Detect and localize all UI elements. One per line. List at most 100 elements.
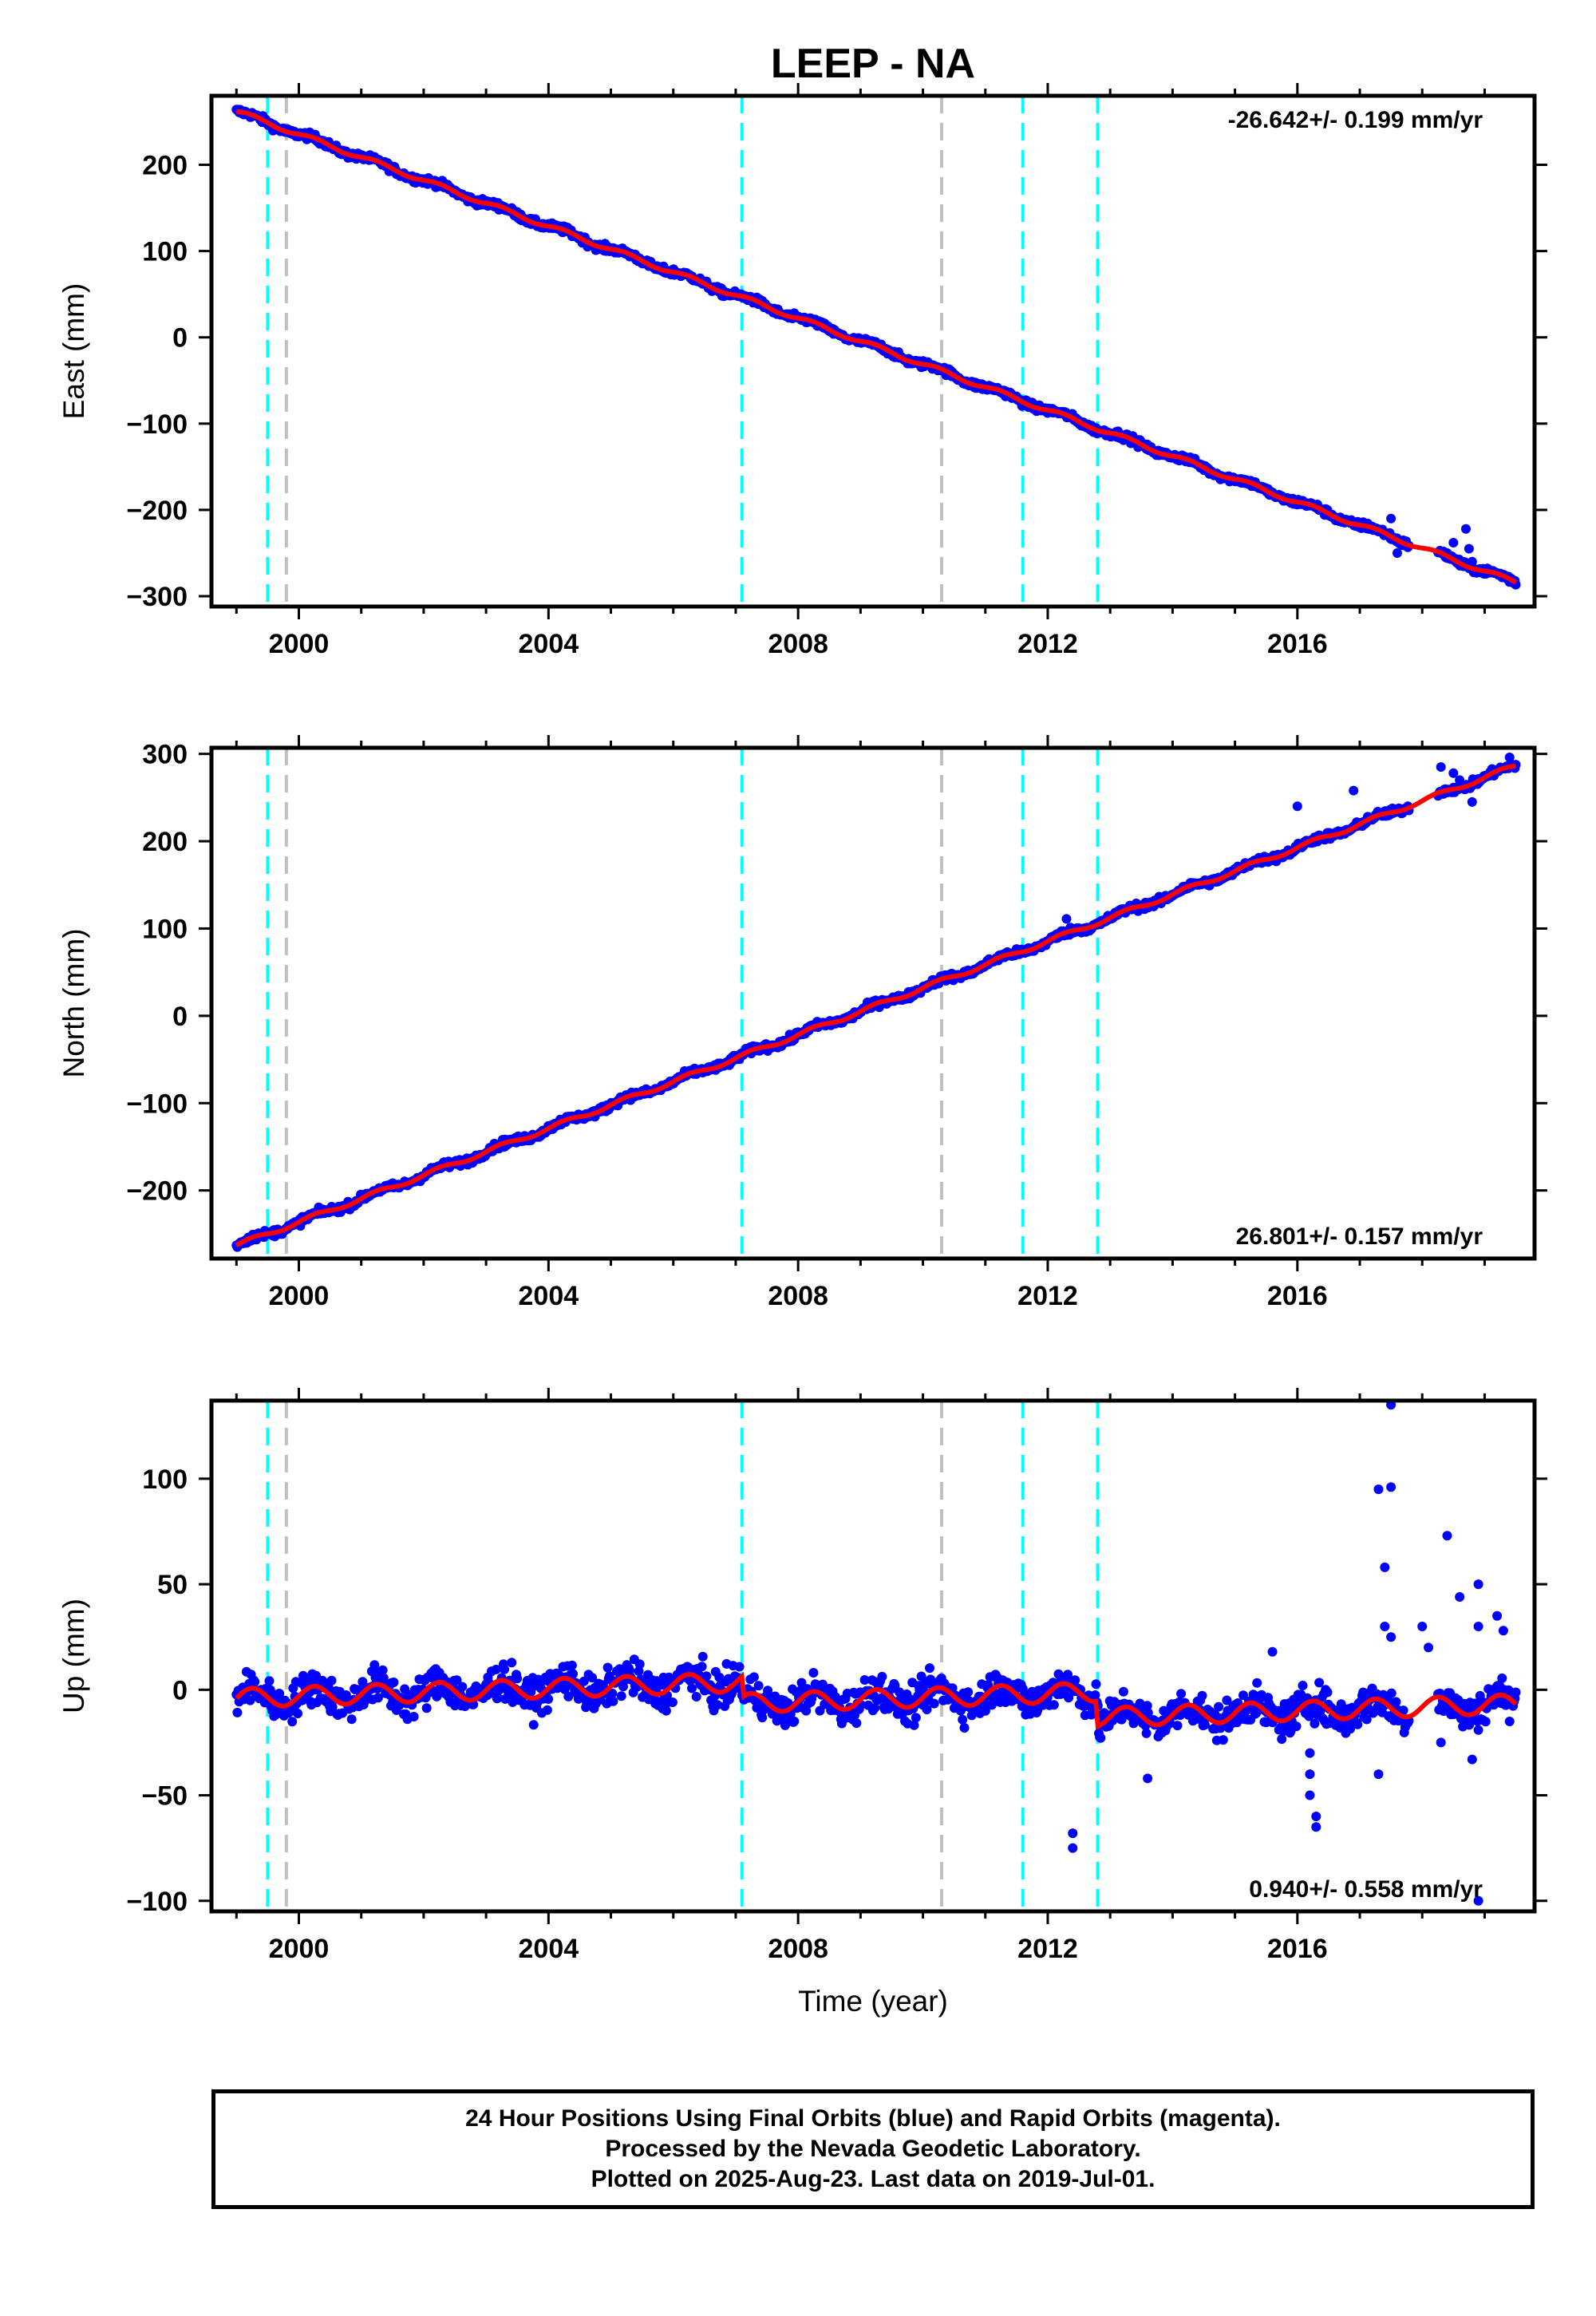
up-data-point (890, 1680, 900, 1690)
up-data-point (634, 1659, 645, 1670)
up-data-point (1142, 1701, 1152, 1711)
up-outlier-point-17 (1424, 1642, 1434, 1653)
north-model-line (235, 763, 1516, 1248)
up-outlier-point-26 (1504, 1716, 1515, 1726)
up-data-point (287, 1717, 298, 1727)
up-outlier-point-1 (1068, 1843, 1078, 1853)
up-outlier-point-8 (1267, 1646, 1278, 1657)
up-data-point (421, 1703, 432, 1713)
up-rate-label: 0.940+/- 0.558 mm/yr (1249, 1876, 1483, 1903)
up-outlier-point-14 (1386, 1632, 1396, 1642)
up-data-point (1398, 1705, 1408, 1716)
up-data-point (697, 1662, 707, 1672)
up-data-point (851, 1718, 862, 1729)
north-outlier-point-0 (1061, 914, 1072, 924)
up-data-point (713, 1700, 723, 1710)
north-outlier-point-3 (1436, 762, 1446, 773)
up-y-tick-label-3: −50 (141, 1781, 188, 1812)
up-data-point (1141, 1728, 1152, 1738)
east-x-tick-label-0: 2000 (269, 629, 330, 659)
up-data-point (293, 1709, 303, 1718)
up-outlier-point-12 (1380, 1562, 1390, 1572)
up-data-point (1172, 1721, 1183, 1731)
up-data-point (859, 1675, 870, 1685)
up-data-points (231, 1401, 1521, 1906)
east-outlier-point-2 (1392, 547, 1402, 558)
up-data-point (749, 1672, 759, 1682)
up-data-point (500, 1694, 511, 1704)
up-data-point (1049, 1700, 1059, 1710)
up-data-point (808, 1668, 819, 1678)
up-data-point (507, 1658, 517, 1668)
up-x-tick-label-1: 2004 (519, 1934, 579, 1964)
up-data-point (734, 1662, 745, 1672)
up-x-tick-label-3: 2012 (1017, 1934, 1078, 1964)
up-data-point (616, 1691, 626, 1701)
up-data-point (1322, 1687, 1333, 1697)
up-plot-frame (209, 1398, 1537, 1914)
up-x-tick-label-2: 2008 (768, 1934, 828, 1964)
east-outlier-point-5 (1460, 524, 1471, 534)
up-data-point (1336, 1699, 1346, 1709)
north-outlier-point-7 (1504, 753, 1515, 763)
up-data-point (925, 1663, 934, 1674)
up-outlier-point-16 (1417, 1621, 1428, 1631)
up-data-point (1218, 1735, 1228, 1745)
north-x-tick-label-2: 2008 (768, 1281, 828, 1311)
east-y-tick-label-5: −300 (126, 582, 188, 612)
up-outlier-point-4 (1305, 1769, 1315, 1780)
north-x-tick-label-0: 2000 (269, 1281, 330, 1311)
up-x-tick-label-0: 2000 (269, 1934, 330, 1964)
up-data-point (500, 1664, 510, 1674)
east-outlier-point-7 (1467, 556, 1477, 567)
east-rate-label: -26.642+/- 0.199 mm/yr (1228, 107, 1483, 133)
up-data-point (687, 1683, 697, 1694)
north-outlier-point-1 (1292, 801, 1302, 812)
up-data-point (911, 1713, 921, 1723)
east-y-tick-label-0: 200 (142, 150, 188, 180)
up-data-point (1222, 1695, 1232, 1705)
up-outlier-point-3 (1305, 1748, 1315, 1758)
north-rate-label: 26.801+/- 0.157 mm/yr (1236, 1223, 1483, 1250)
up-data-point (1118, 1686, 1128, 1697)
up-data-point (346, 1714, 357, 1725)
up-outlier-point-18 (1442, 1531, 1452, 1541)
up-data-point (1091, 1679, 1101, 1690)
up-data-point (1070, 1675, 1080, 1686)
up-data-point (512, 1674, 523, 1684)
east-y-tick-label-2: 0 (172, 323, 188, 354)
up-data-point (753, 1681, 764, 1691)
up-data-point (789, 1716, 800, 1726)
up-outlier-point-25 (1498, 1626, 1508, 1636)
up-data-point (661, 1705, 671, 1716)
up-y-tick-label-1: 50 (157, 1570, 188, 1600)
up-data-point (245, 1695, 255, 1705)
up-data-point (1176, 1689, 1187, 1699)
up-y-tick-label-0: 100 (142, 1464, 188, 1495)
up-data-point (1291, 1721, 1302, 1732)
up-data-point (1511, 1687, 1521, 1697)
up-outlier-point-2 (1143, 1773, 1153, 1784)
up-data-point (963, 1687, 974, 1697)
north-x-tick-label-3: 2012 (1017, 1281, 1078, 1311)
up-data-point (587, 1673, 598, 1683)
up-data-point (959, 1723, 970, 1733)
up-data-point (958, 1714, 968, 1725)
up-data-point (1353, 1719, 1363, 1729)
east-y-tick-label-1: 100 (142, 237, 188, 267)
up-x-tick-label-4: 2016 (1267, 1934, 1328, 1964)
up-data-point (543, 1694, 554, 1704)
north-y-tick-label-4: −100 (126, 1089, 188, 1119)
up-data-point (1361, 1714, 1372, 1725)
up-data-point (326, 1675, 337, 1686)
up-data-point (579, 1676, 589, 1686)
east-panel: 2000 2004 2008 2012 2016 200 100 0 −100 −200 −300 E… (57, 83, 1547, 659)
east-x-tick-label-3: 2012 (1017, 629, 1078, 659)
up-outlier-point-11 (1386, 1401, 1396, 1410)
north-y-tick-label-2: 100 (142, 914, 188, 944)
up-data-point (607, 1688, 618, 1698)
up-data-point (1197, 1690, 1207, 1701)
up-data-point (358, 1677, 368, 1687)
north-x-tick-label-1: 2004 (519, 1281, 579, 1311)
up-data-point (250, 1677, 260, 1687)
